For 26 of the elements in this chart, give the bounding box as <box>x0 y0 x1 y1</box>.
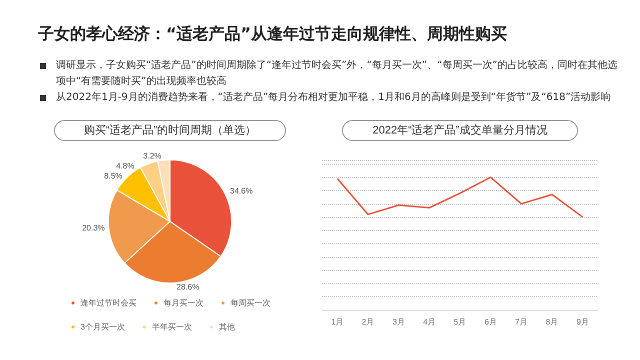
chart-title: 购买“适老产品”的时间周期（单选） <box>84 124 256 136</box>
legend-label: 逢年过节时会买 <box>80 298 136 308</box>
data-label: 4.8% <box>116 162 134 171</box>
x-tick-label: 4月 <box>423 318 436 326</box>
x-tick-label: 8月 <box>546 318 558 326</box>
legend-label: 每月买一次 <box>164 298 204 308</box>
data-label: 34.6% <box>230 186 253 196</box>
x-tick-label: 6月 <box>484 318 497 326</box>
data-label: 20.3% <box>82 224 105 233</box>
x-tick-label: 3月 <box>392 318 405 326</box>
x-tick-label: 9月 <box>576 318 589 326</box>
chart-title: 2022年“适老产品”成交单量分月情况 <box>372 124 548 136</box>
legend-label: 其他 <box>218 322 235 332</box>
x-tick-label: 5月 <box>454 318 466 326</box>
chart-subtitle: 子女的孝心经济：“适老产品”从逢年过节走向规律性、周期性购买 <box>38 24 508 45</box>
text: 调研显示，子女购买“适老产品”的时间周期除了“逢年过节时会买”外，“每月买一次”、“每周买一次”的占比较高，同时在其他选项中“有需要随时买”的出现频率也较高 <box>55 58 618 89</box>
legend-label: 每周买一次 <box>230 298 270 308</box>
legend-label: 3个月买一次 <box>80 322 125 332</box>
x-tick-label: 7月 <box>515 318 528 326</box>
data-label: 28.6% <box>176 282 200 292</box>
text: 从2022年1月-9月的消费趋势来看，“适老产品”每月分布相对更加平稳，1月和6月的高峰则是受到“年货节”及“618”活动影响 <box>55 90 612 105</box>
x-tick-label: 1月 <box>331 318 344 326</box>
legend-label: 半年买一次 <box>152 322 192 332</box>
data-label: 8.5% <box>104 172 122 181</box>
data-label: 3.2% <box>143 152 162 161</box>
x-tick-label: 2月 <box>362 318 374 326</box>
